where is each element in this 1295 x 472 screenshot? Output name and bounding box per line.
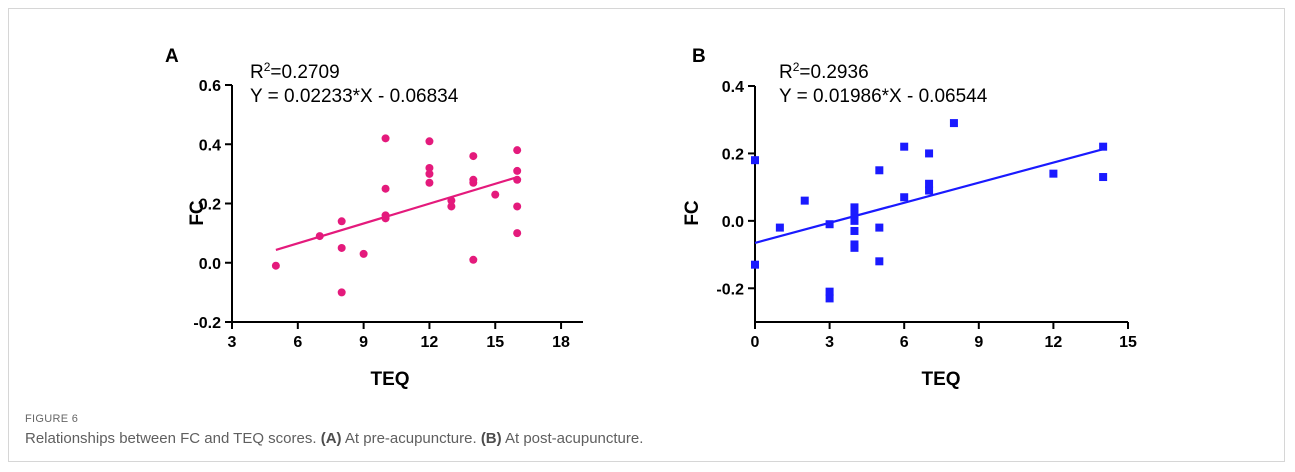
panel-a-data-point [271,261,280,270]
panel-b-data-point [925,179,934,188]
panel-b-data-point [825,294,834,303]
panel-a-r2-text: R2=0.2709 [250,60,340,83]
panel-a-y-tick-label: 0.6 [199,78,221,95]
panel-a-data-point [425,137,434,146]
panel-a-equation: Y = 0.02233*X - 0.06834 [250,86,459,107]
panel-a-data-point [491,190,500,199]
panel-b-data-point [825,287,834,296]
panel-b-data-point [900,193,909,202]
caption-b-text: At post-acupuncture. [504,430,644,447]
panel-a-x-tick-label: 15 [486,334,504,351]
panel-b-y-tick-label: 0.4 [722,79,744,96]
panel-b-x-tick-label: 15 [1119,334,1137,351]
panel-a-data-point [425,169,434,178]
panel-b-data-point [850,243,859,252]
panel-b-x-tick-label: 6 [900,334,909,351]
figure-label: FIGURE 6 [25,413,79,425]
panel-b-data-point [850,226,859,235]
panel-b-r2-value: =0.2936 [799,62,868,83]
panel-b-data-point [875,257,884,266]
panel-b-x-tick-label: 12 [1045,334,1063,351]
panel-b-y-tick-label: 0.0 [722,214,744,231]
panel-b-data-point [850,216,859,225]
panel-a-data-point [381,134,390,143]
panel-a-data-point [425,163,434,172]
caption-b-tag: (B) [480,430,502,447]
panel-a-data-point [513,146,522,155]
panel-a-data-point [381,184,390,193]
panel-a-r2-prefix: R [250,62,264,83]
panel-b-x-tick-label: 0 [751,334,760,351]
panel-a-y-axis-title: FC [187,200,208,226]
panel-a-data-point [469,255,478,264]
panel-a-data-point [337,217,346,226]
panel-b-y-tick-label: 0.2 [722,146,744,163]
panel-a-data-point [337,243,346,252]
panel-b-data-point [1049,169,1058,178]
panel-b-data-point [925,149,934,158]
panel-a-data-point [315,232,324,241]
panel-b-data-point [751,156,759,165]
figure-caption: Relationships between FC and TEQ scores.… [25,430,643,447]
panel-a-data-point [447,196,456,205]
panel-a-r2-superscript: 2 [264,60,271,74]
panel-a-regression-line [275,176,518,251]
panel-a-y-tick-label: 0.4 [199,137,221,154]
panel-b-data-point [775,223,784,232]
panel-b-y-tick-label: -0.2 [716,281,744,298]
panel-a-data-point [425,178,434,187]
panel-a-data-point [513,229,522,238]
caption-a-tag: (A) [320,430,342,447]
figure-frame [8,8,1285,462]
panel-a-data-point [513,166,522,175]
chart-panel-b: B R2=0.2936 Y = 0.01986*X - 0.06544 0 3 6 9 12 1… [682,46,1137,390]
panel-b-y-axis-title: FC [682,200,703,226]
panel-a-x-tick-label: 9 [359,334,368,351]
panel-b-regression-line [754,148,1104,244]
panel-a-data-point [447,202,456,211]
chart-panel-a: A R2=0.2709 Y = 0.02233*X - 0.06834 3 6 9 12 15… [165,46,583,390]
panel-b-data-point [1099,142,1108,151]
panel-b-letter: B [692,46,706,67]
panel-b-data-point [850,210,859,219]
panel-b-x-axis-title: TEQ [921,369,960,390]
panel-b-data-point [850,203,859,212]
panel-b-data-point [875,166,884,175]
panel-a-y-tick-label: 0.0 [199,256,221,273]
panel-a-x-tick-label: 3 [228,334,237,351]
panel-a-data-point [469,178,478,187]
panel-a-x-tick-label: 18 [552,334,570,351]
panel-a-y-tick-label: 0.2 [199,197,221,214]
panel-b-data-point [925,186,934,195]
panel-a-x-tick-label: 6 [293,334,302,351]
panel-b-x-tick-label: 3 [825,334,834,351]
panel-b-r2-prefix: R [779,62,793,83]
panel-b-data-point [800,196,809,205]
panel-b-data-point [875,223,884,232]
panel-a-data-point [469,152,478,161]
panel-b-x-tick-label: 9 [974,334,983,351]
panel-b-data-point [1099,173,1108,182]
panel-b-r2-superscript: 2 [793,60,800,74]
panel-a-r2-value: =0.2709 [270,62,339,83]
panel-b-equation: Y = 0.01986*X - 0.06544 [779,86,988,107]
panel-b-data-point [949,119,958,128]
panel-a-data-point [359,249,368,258]
panel-a-data-point [381,214,390,223]
panel-a-x-axis-title: TEQ [370,369,409,390]
panel-b-data-point [825,220,834,229]
panel-a-data-point [513,202,522,211]
caption-a-text: At pre-acupuncture. [344,430,477,447]
panel-a-x-tick-label: 12 [421,334,439,351]
panel-a-y-tick-label: -0.2 [193,315,221,332]
panel-b-data-point [900,142,909,151]
panel-a-letter: A [165,46,179,67]
panel-b-r2-text: R2=0.2936 [779,60,869,83]
panel-a-data-point [337,288,346,297]
panel-a-data-point [513,175,522,184]
caption-main: Relationships between FC and TEQ scores. [25,430,317,447]
panel-b-data-point [751,260,759,269]
